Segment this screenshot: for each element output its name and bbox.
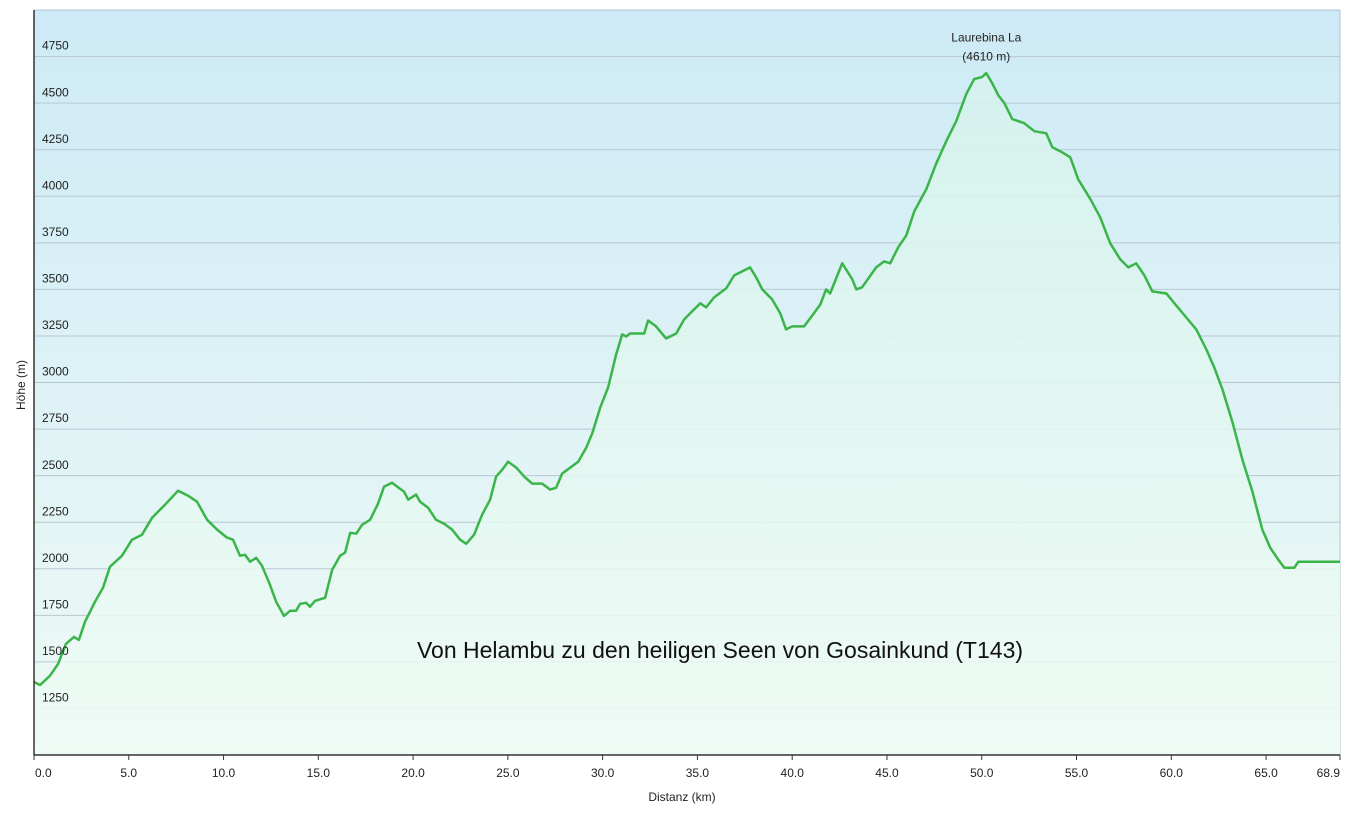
y-tick-label: 2000 — [42, 551, 69, 565]
labels: 1250 1500 1750 2000 2250 2500 2750 3000 3250 3500… — [33, 30, 1341, 780]
x-tick-label: 0.0 — [35, 766, 52, 780]
x-tick-label: 5.0 — [120, 766, 137, 780]
chart-title: Von Helambu zu den heiligen Seen von Gos… — [417, 637, 1023, 663]
x-tick-label: 10.0 — [212, 766, 236, 780]
x-tick-label: 20.0 — [401, 766, 425, 780]
y-tick-label: 4000 — [42, 178, 69, 192]
y-tick-label: 2500 — [42, 458, 69, 472]
y-axis-label: Höhe (m) — [14, 360, 28, 410]
y-tick-label: 4250 — [42, 132, 69, 146]
x-tick-label: 60.0 — [1160, 766, 1184, 780]
y-tick-label: 1500 — [42, 644, 69, 658]
y-tick-label: 3500 — [42, 272, 69, 286]
annotation: Laurebina La — [951, 30, 1021, 44]
area-fill — [34, 73, 1340, 756]
x-tick-label: 15.0 — [307, 766, 331, 780]
x-tick-label: 35.0 — [686, 766, 710, 780]
y-tick-label: 2750 — [42, 411, 69, 425]
y-tick-label: 1750 — [42, 597, 69, 611]
x-tick-label: 65.0 — [1254, 766, 1278, 780]
y-tick-label: 1250 — [42, 691, 69, 705]
x-tick-label: 55.0 — [1065, 766, 1089, 780]
y-tick-label: 3250 — [42, 318, 69, 332]
x-tick-label: 68.9 — [1317, 766, 1341, 780]
x-tick-label: 30.0 — [591, 766, 615, 780]
series — [33, 71, 1340, 756]
annotation: (4610 m) — [962, 49, 1010, 63]
x-tick-label: 50.0 — [970, 766, 994, 780]
y-tick-label: 4750 — [42, 39, 69, 53]
y-tick-label: 4500 — [42, 85, 69, 99]
y-tick-label: 3750 — [42, 225, 69, 239]
y-tick-label: 2250 — [42, 504, 69, 518]
x-tick-label: 45.0 — [875, 766, 899, 780]
profile-line — [33, 71, 1340, 687]
x-axis-label: Distanz (km) — [648, 790, 715, 804]
y-tick-label: 3000 — [42, 365, 69, 379]
x-tick-label: 25.0 — [496, 766, 520, 780]
x-tick-label: 40.0 — [781, 766, 805, 780]
